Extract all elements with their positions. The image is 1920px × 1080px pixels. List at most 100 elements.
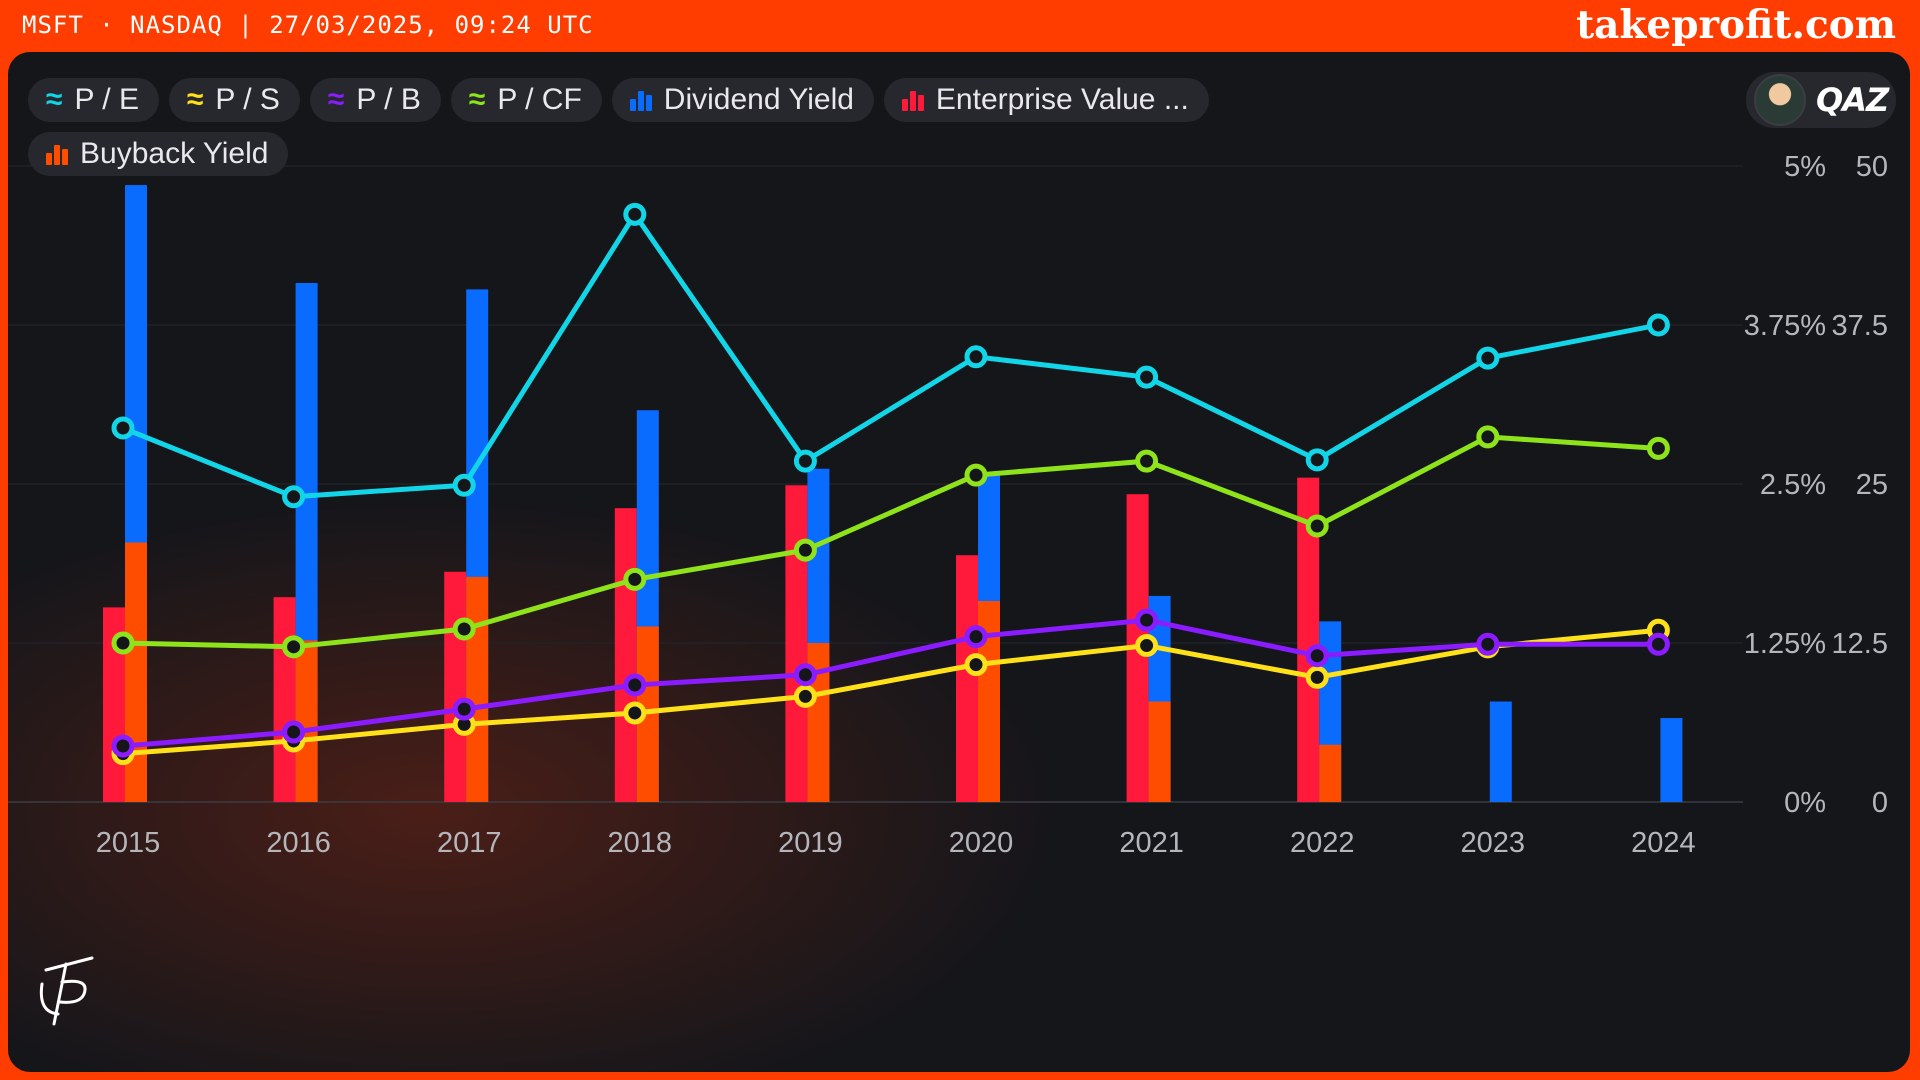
legend-label: P / B bbox=[356, 83, 421, 116]
point-p-b bbox=[111, 734, 135, 758]
bar-series-icon bbox=[46, 143, 68, 165]
point-p-e bbox=[1135, 365, 1159, 389]
point-p-b bbox=[623, 673, 647, 697]
legend-chip-p-s[interactable]: ≈ P / S bbox=[168, 78, 300, 122]
point-p-b bbox=[1305, 644, 1329, 668]
avatar[interactable] bbox=[1754, 74, 1806, 126]
point-p-s bbox=[964, 653, 988, 677]
line-p-b bbox=[122, 617, 1659, 749]
point-p-cf bbox=[111, 631, 135, 655]
user-chip[interactable]: QAZ bbox=[1746, 72, 1896, 128]
line-p-cf bbox=[122, 434, 1659, 650]
point-p-b bbox=[793, 663, 817, 687]
line-p-s bbox=[122, 627, 1659, 757]
legend-label: Enterprise Value ... bbox=[935, 83, 1189, 116]
bar-series-icon bbox=[629, 89, 652, 111]
chart-panel: 5% 3.75% 2.5% 1.25% 0% 50 37.5 25 12.5 0 2015 2016 2… bbox=[8, 52, 1910, 1072]
point-p-b bbox=[452, 697, 476, 721]
line-series-icon: ≈ bbox=[327, 83, 345, 116]
left-axis-tick-label: 3.75% bbox=[1744, 310, 1826, 342]
point-p-s bbox=[1135, 634, 1159, 658]
right-axis-tick-label: 0 bbox=[1872, 787, 1888, 819]
point-p-cf bbox=[1476, 425, 1500, 449]
x-axis-tick-label: 2019 bbox=[778, 827, 843, 859]
point-p-e bbox=[1646, 313, 1670, 337]
point-p-e bbox=[623, 202, 647, 226]
legend-label: Dividend Yield bbox=[663, 83, 854, 116]
bar-enterprise-value bbox=[614, 508, 637, 802]
line-p-e bbox=[122, 211, 1659, 500]
brand-logo-text[interactable]: takeprofit.com bbox=[1576, 2, 1896, 48]
line-series-icon: ≈ bbox=[468, 83, 486, 116]
legend-label: P / S bbox=[215, 83, 280, 116]
point-p-b bbox=[1476, 632, 1500, 656]
takeprofit-logo-icon bbox=[39, 956, 94, 1026]
point-p-e bbox=[111, 416, 135, 440]
line-series-icon: ≈ bbox=[46, 83, 63, 116]
right-axis-tick-label: 12.5 bbox=[1832, 628, 1888, 660]
bar-enterprise-value bbox=[956, 555, 978, 802]
point-p-cf bbox=[452, 617, 476, 641]
point-p-s bbox=[1305, 665, 1329, 689]
legend-chip-p-b[interactable]: ≈ P / B bbox=[309, 78, 441, 122]
point-p-cf bbox=[623, 567, 647, 591]
point-p-cf bbox=[793, 538, 817, 562]
point-p-s bbox=[623, 701, 647, 725]
bar-enterprise-value bbox=[273, 597, 296, 802]
x-axis-tick-label: 2017 bbox=[437, 827, 502, 859]
x-axis-tick-label: 2020 bbox=[949, 827, 1014, 859]
left-axis-tick-label: 1.25% bbox=[1744, 628, 1826, 660]
right-axis-tick-label: 37.5 bbox=[1832, 310, 1888, 342]
right-axis-tick-label: 25 bbox=[1856, 469, 1888, 501]
point-p-b bbox=[282, 720, 306, 744]
bar-enterprise-value bbox=[1297, 477, 1320, 802]
left-axis-tick-label: 2.5% bbox=[1760, 469, 1826, 501]
bar-buyback-yield bbox=[1319, 744, 1342, 802]
point-p-b bbox=[1646, 632, 1670, 656]
point-p-b bbox=[1135, 608, 1159, 632]
point-p-cf bbox=[1305, 514, 1329, 538]
bar-dividend-yield bbox=[1660, 718, 1683, 802]
legend: ≈ P / E ≈ P / S ≈ P / B ≈ P / CF Dividend Yield E… bbox=[28, 78, 1328, 176]
legend-label: P / E bbox=[74, 83, 139, 116]
point-p-cf bbox=[964, 463, 988, 487]
line-series-icon: ≈ bbox=[186, 83, 204, 116]
bar-enterprise-value bbox=[785, 485, 808, 802]
bar-buyback-yield bbox=[1148, 701, 1171, 802]
ticker-info: MSFT · NASDAQ | 27/03/2025, 09:24 UTC bbox=[22, 11, 594, 39]
bar-buyback-yield bbox=[295, 640, 318, 802]
user-name: QAZ bbox=[1816, 81, 1889, 119]
point-p-e bbox=[1476, 346, 1500, 370]
point-p-e bbox=[964, 345, 988, 369]
point-p-e bbox=[452, 473, 476, 497]
right-axis-tick-label: 50 bbox=[1856, 151, 1888, 183]
legend-chip-dividend-yield[interactable]: Dividend Yield bbox=[611, 78, 874, 122]
bar-enterprise-value bbox=[444, 571, 467, 802]
x-axis-tick-label: 2018 bbox=[608, 827, 673, 859]
legend-chip-p-e[interactable]: ≈ P / E bbox=[28, 78, 159, 122]
point-p-cf bbox=[1135, 449, 1159, 473]
left-axis-tick-label: 5% bbox=[1784, 151, 1826, 183]
x-axis-tick-label: 2022 bbox=[1290, 827, 1355, 859]
legend-label: Buyback Yield bbox=[80, 137, 269, 170]
bar-buyback-yield bbox=[466, 576, 489, 802]
x-axis-tick-label: 2021 bbox=[1119, 827, 1184, 859]
bar-series-icon bbox=[901, 89, 924, 111]
chart-canvas: 5% 3.75% 2.5% 1.25% 0% 50 37.5 25 12.5 0 2015 2016 2… bbox=[8, 151, 1888, 859]
top-bar: MSFT · NASDAQ | 27/03/2025, 09:24 UTC ta… bbox=[0, 0, 1920, 52]
point-p-b bbox=[964, 625, 988, 649]
left-axis-tick-label: 0% bbox=[1784, 787, 1826, 819]
bar-buyback-yield bbox=[636, 626, 659, 802]
x-axis-tick-label: 2023 bbox=[1461, 827, 1526, 859]
bar-dividend-yield bbox=[1489, 701, 1512, 802]
point-p-e bbox=[1305, 448, 1329, 472]
legend-chip-enterprise-value[interactable]: Enterprise Value ... bbox=[883, 78, 1209, 122]
bar-buyback-yield bbox=[125, 542, 147, 802]
legend-chip-p-cf[interactable]: ≈ P / CF bbox=[450, 78, 602, 122]
x-axis-tick-label: 2024 bbox=[1631, 827, 1696, 859]
point-p-s bbox=[793, 684, 817, 708]
x-axis-tick-label: 2015 bbox=[96, 827, 161, 859]
point-p-e bbox=[282, 485, 306, 509]
bar-buyback-yield bbox=[978, 601, 1000, 802]
legend-chip-buyback-yield[interactable]: Buyback Yield bbox=[28, 132, 289, 176]
